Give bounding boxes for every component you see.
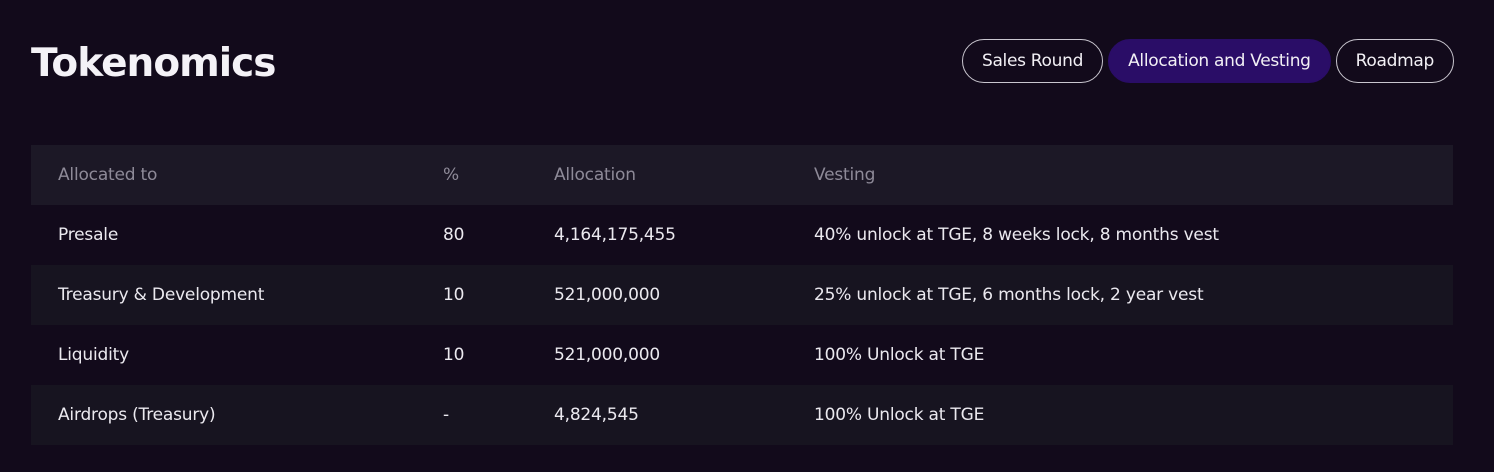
table-header-row: Allocated to % Allocation Vesting [31,145,1453,205]
cell-allocation: 521,000,000 [554,285,660,305]
cell-vesting: 40% unlock at TGE, 8 weeks lock, 8 month… [814,225,1219,245]
cell-percent: - [443,405,449,425]
cell-allocation: 4,164,175,455 [554,225,676,245]
tab-roadmap[interactable]: Roadmap [1335,39,1454,83]
page-title: Tokenomics [31,41,276,86]
tab-bar: Sales Round Allocation and Vesting Roadm… [961,39,1454,83]
table-row: Liquidity 10 521,000,000 100% Unlock at … [31,325,1453,385]
cell-vesting: 100% Unlock at TGE [814,405,985,425]
column-header-allocation: Allocation [554,165,636,185]
table-row: Treasury & Development 10 521,000,000 25… [31,265,1453,325]
table-row: Presale 80 4,164,175,455 40% unlock at T… [31,205,1453,265]
tab-allocation-and-vesting[interactable]: Allocation and Vesting [1108,39,1331,83]
tab-sales-round[interactable]: Sales Round [961,39,1104,83]
column-header-allocated-to: Allocated to [58,165,158,185]
column-header-vesting: Vesting [814,165,876,185]
cell-percent: 80 [443,225,465,245]
cell-allocation: 521,000,000 [554,345,660,365]
cell-percent: 10 [443,285,465,305]
cell-vesting: 100% Unlock at TGE [814,345,985,365]
cell-percent: 10 [443,345,465,365]
table-row: Airdrops (Treasury) - 4,824,545 100% Unl… [31,385,1453,445]
cell-allocated-to: Liquidity [58,345,129,365]
tokenomics-table: Allocated to % Allocation Vesting Presal… [31,145,1453,445]
cell-allocated-to: Treasury & Development [58,285,265,305]
cell-allocated-to: Presale [58,225,119,245]
cell-vesting: 25% unlock at TGE, 6 months lock, 2 year… [814,285,1204,305]
cell-allocation: 4,824,545 [554,405,639,425]
column-header-percent: % [443,165,459,185]
cell-allocated-to: Airdrops (Treasury) [58,405,216,425]
